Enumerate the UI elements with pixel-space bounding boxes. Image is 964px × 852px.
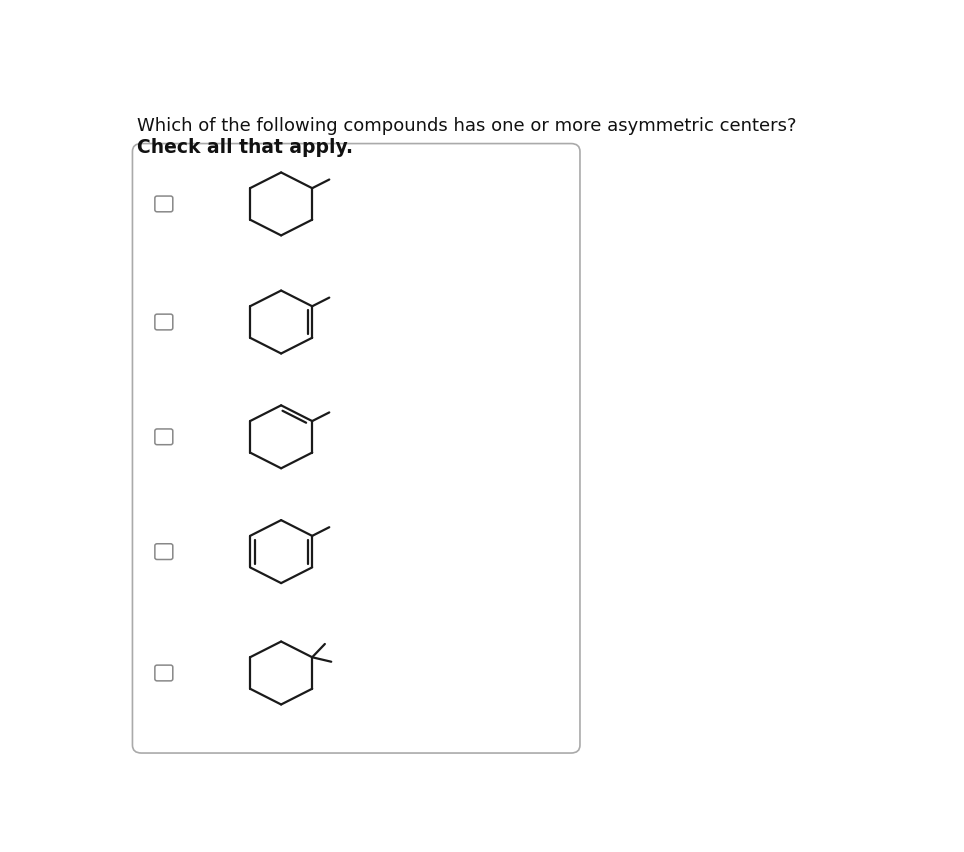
FancyBboxPatch shape xyxy=(155,429,173,445)
Text: Which of the following compounds has one or more asymmetric centers?: Which of the following compounds has one… xyxy=(137,117,796,135)
FancyBboxPatch shape xyxy=(155,665,173,681)
FancyBboxPatch shape xyxy=(155,196,173,212)
FancyBboxPatch shape xyxy=(132,144,580,753)
Text: Check all that apply.: Check all that apply. xyxy=(137,138,353,157)
FancyBboxPatch shape xyxy=(155,544,173,560)
FancyBboxPatch shape xyxy=(155,314,173,330)
